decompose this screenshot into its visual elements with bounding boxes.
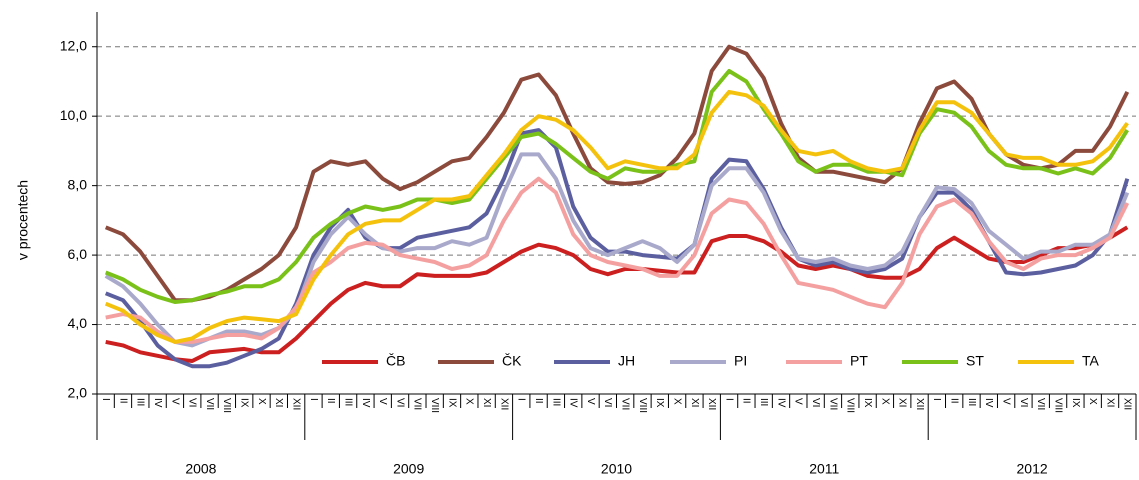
x-tick-label: VIII — [1052, 398, 1063, 413]
x-tick-label: X — [1087, 398, 1098, 405]
x-tick-label: VIII — [221, 398, 232, 413]
x-tick-label: IV — [775, 398, 786, 408]
x-tick-label: XII — [498, 398, 509, 410]
x-tick-label: IX — [654, 398, 665, 408]
y-axis-label: v procentech — [15, 180, 31, 260]
y-tick-label: 6,0 — [68, 246, 88, 262]
x-tick-label: V — [793, 398, 804, 405]
x-tick-label: I — [308, 398, 319, 401]
x-tick-label: VII — [204, 398, 215, 410]
x-tick-label: V — [377, 398, 388, 405]
x-tick-label: X — [879, 398, 890, 405]
x-tick-label: IV — [360, 398, 371, 408]
x-tick-label: IX — [446, 398, 457, 408]
x-tick-label: XII — [914, 398, 925, 410]
legend-label: ST — [966, 353, 984, 369]
year-label: 2011 — [809, 461, 839, 477]
x-tick-label: VI — [187, 398, 198, 407]
series-line — [105, 225, 1129, 363]
y-tick-label: 12,0 — [60, 37, 87, 53]
x-tick-label: XI — [1104, 398, 1115, 407]
y-tick-label: 10,0 — [60, 107, 87, 123]
x-tick-label: II — [949, 398, 960, 404]
series-line — [105, 176, 1130, 344]
legend-label: ČK — [502, 353, 522, 369]
x-tick-label: I — [931, 398, 942, 401]
x-tick-label: I — [723, 398, 734, 401]
legend-label: TA — [1082, 353, 1100, 369]
y-tick-label: 4,0 — [68, 315, 88, 331]
x-tick-label: VI — [602, 398, 613, 407]
legend-label: PI — [734, 353, 747, 369]
x-tick-label: XI — [481, 398, 492, 407]
x-tick-label: VI — [1018, 398, 1029, 407]
x-tick-label: V — [169, 398, 180, 405]
x-tick-label: III — [135, 398, 146, 406]
x-tick-label: II — [741, 398, 752, 404]
x-tick-label: III — [550, 398, 561, 406]
x-tick-label: XII — [1122, 398, 1133, 410]
x-tick-label: X — [671, 398, 682, 405]
series-line — [104, 69, 1129, 304]
x-tick-label: IX — [862, 398, 873, 408]
x-tick-label: II — [325, 398, 336, 404]
x-tick-label: VII — [1035, 398, 1046, 410]
x-tick-label: III — [342, 398, 353, 406]
x-tick-label: I — [100, 398, 111, 401]
x-tick-label: III — [758, 398, 769, 406]
x-tick-label: VI — [394, 398, 405, 407]
legend-label: PT — [850, 353, 868, 369]
year-label: 2008 — [185, 461, 216, 477]
x-tick-label: XI — [273, 398, 284, 407]
x-tick-label: VIII — [637, 398, 648, 413]
x-tick-label: X — [256, 398, 267, 405]
x-tick-label: II — [117, 398, 128, 404]
x-tick-label: II — [533, 398, 544, 404]
x-tick-label: VIII — [429, 398, 440, 413]
legend-label: ČB — [386, 353, 405, 369]
x-tick-label: VIII — [845, 398, 856, 413]
year-label: 2012 — [1017, 461, 1048, 477]
year-label: 2009 — [393, 461, 424, 477]
y-tick-label: 2,0 — [68, 385, 88, 401]
x-tick-label: IX — [239, 398, 250, 408]
x-tick-label: IV — [152, 398, 163, 408]
x-tick-label: V — [1000, 398, 1011, 405]
year-label: 2010 — [601, 461, 632, 477]
x-tick-label: XII — [291, 398, 302, 410]
x-tick-label: IV — [568, 398, 579, 408]
x-tick-label: XII — [706, 398, 717, 410]
x-tick-label: V — [585, 398, 596, 405]
x-tick-label: IX — [1070, 398, 1081, 408]
x-tick-label: VII — [620, 398, 631, 410]
x-tick-label: I — [516, 398, 527, 401]
x-tick-label: III — [966, 398, 977, 406]
series-line — [104, 44, 1130, 303]
x-tick-label: VII — [827, 398, 838, 410]
legend-label: JH — [618, 353, 635, 369]
y-tick-label: 8,0 — [68, 176, 88, 192]
x-tick-label: VI — [810, 398, 821, 407]
series-line — [104, 89, 1129, 344]
x-tick-label: VII — [412, 398, 423, 410]
x-tick-label: XI — [897, 398, 908, 407]
x-tick-label: X — [464, 398, 475, 405]
x-tick-label: XI — [689, 398, 700, 407]
x-tick-label: IV — [983, 398, 994, 408]
